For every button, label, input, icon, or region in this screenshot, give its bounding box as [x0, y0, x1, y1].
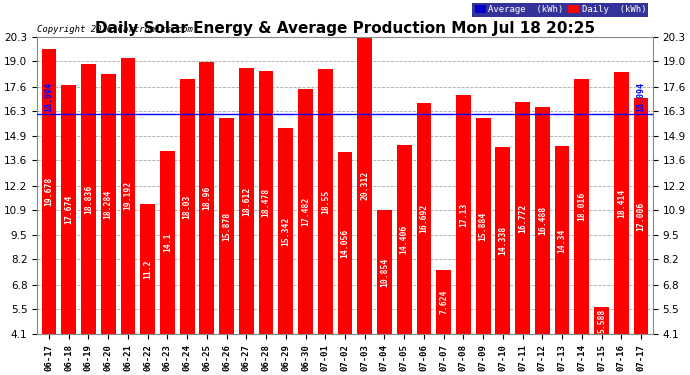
Bar — [121, 57, 135, 334]
Text: 19.678: 19.678 — [44, 177, 54, 206]
Bar — [259, 70, 273, 334]
Bar — [101, 74, 116, 334]
Text: 15.884: 15.884 — [479, 211, 488, 241]
Text: 15.342: 15.342 — [282, 216, 290, 246]
Bar — [475, 118, 491, 334]
Text: 11.2: 11.2 — [143, 260, 152, 279]
Text: 7.624: 7.624 — [439, 290, 449, 314]
Bar — [81, 64, 96, 334]
Text: 16.772: 16.772 — [518, 203, 527, 232]
Bar — [436, 270, 451, 334]
Bar — [318, 69, 333, 334]
Bar — [535, 107, 550, 334]
Bar — [41, 49, 57, 334]
Text: 17.006: 17.006 — [636, 201, 646, 231]
Bar — [61, 86, 76, 334]
Bar — [417, 104, 431, 334]
Text: 15.878: 15.878 — [222, 211, 231, 241]
Bar — [298, 89, 313, 334]
Legend: Average  (kWh), Daily  (kWh): Average (kWh), Daily (kWh) — [473, 3, 649, 16]
Bar — [179, 79, 195, 334]
Bar — [456, 95, 471, 334]
Text: 16.094: 16.094 — [44, 81, 54, 111]
Text: 18.016: 18.016 — [578, 192, 586, 221]
Bar — [495, 147, 511, 334]
Bar — [633, 98, 649, 334]
Bar — [555, 147, 569, 334]
Bar — [239, 68, 254, 334]
Text: 20.312: 20.312 — [360, 171, 369, 200]
Text: 17.482: 17.482 — [301, 197, 310, 226]
Text: 10.854: 10.854 — [380, 258, 389, 287]
Text: 14.338: 14.338 — [498, 226, 507, 255]
Bar — [219, 118, 234, 334]
Bar — [515, 102, 530, 334]
Text: 17.674: 17.674 — [64, 195, 73, 224]
Text: 18.836: 18.836 — [84, 184, 93, 214]
Bar — [614, 72, 629, 334]
Text: 19.192: 19.192 — [124, 181, 132, 210]
Text: 18.96: 18.96 — [202, 186, 211, 210]
Bar — [594, 307, 609, 334]
Text: Copyright 2016 Cartronics.com: Copyright 2016 Cartronics.com — [37, 25, 193, 34]
Text: 16.094: 16.094 — [636, 81, 646, 111]
Text: 18.478: 18.478 — [262, 188, 270, 217]
Text: 5.588: 5.588 — [597, 308, 606, 333]
Bar — [377, 210, 392, 334]
Bar — [160, 151, 175, 334]
Text: 17.13: 17.13 — [459, 202, 468, 227]
Text: 18.03: 18.03 — [183, 194, 192, 219]
Title: Daily Solar Energy & Average Production Mon Jul 18 20:25: Daily Solar Energy & Average Production … — [95, 21, 595, 36]
Text: 14.056: 14.056 — [340, 228, 350, 258]
Text: 14.1: 14.1 — [163, 233, 172, 252]
Bar — [357, 37, 372, 334]
Text: 18.284: 18.284 — [104, 190, 112, 219]
Text: 18.414: 18.414 — [617, 188, 626, 218]
Bar — [397, 145, 412, 334]
Text: 14.406: 14.406 — [400, 225, 408, 254]
Bar — [574, 79, 589, 334]
Bar — [278, 128, 293, 334]
Text: 14.34: 14.34 — [558, 228, 566, 252]
Text: 16.488: 16.488 — [538, 206, 547, 235]
Bar — [199, 62, 215, 334]
Text: 16.692: 16.692 — [420, 204, 428, 233]
Bar — [337, 152, 353, 334]
Text: 18.612: 18.612 — [241, 187, 251, 216]
Text: 18.55: 18.55 — [321, 190, 330, 214]
Bar — [140, 204, 155, 334]
